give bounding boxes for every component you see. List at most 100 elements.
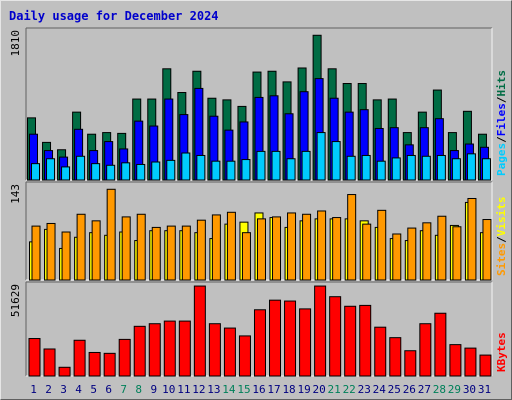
bar-sites-day-30	[467, 197, 477, 281]
bar-sites-day-9	[151, 226, 161, 281]
x-tick-day-17: 17	[267, 383, 280, 396]
chart-title: Daily usage for December 2024	[9, 9, 219, 23]
x-tick-day-9: 9	[150, 383, 157, 396]
bar-pages-day-8	[136, 163, 146, 181]
bar-kbytes-day-5	[88, 351, 101, 377]
bar-sites-day-14	[226, 211, 236, 281]
bar-kbytes-day-11	[178, 320, 191, 377]
bar-kbytes-day-20	[314, 285, 327, 377]
bar-sites-day-3	[61, 231, 71, 281]
bar-pages-day-17	[271, 150, 281, 181]
bar-pages-day-31	[481, 158, 491, 181]
panel-3-legend: KBytes	[495, 332, 508, 372]
bar-kbytes-day-8	[133, 325, 146, 377]
x-tick-day-8: 8	[135, 383, 142, 396]
bar-sites-day-1	[31, 225, 41, 281]
bar-sites-day-5	[91, 220, 101, 281]
bar-sites-day-25	[392, 233, 402, 281]
bar-pages-day-25	[391, 157, 401, 181]
bar-pages-day-3	[61, 166, 71, 181]
x-tick-day-28: 28	[433, 383, 446, 396]
panel-3-ymax-label: 51629	[9, 284, 22, 317]
legend-pages: Pages	[495, 143, 508, 176]
panel-1-legend: Pages/Files/Hits	[495, 70, 508, 176]
bar-sites-day-16	[256, 218, 266, 281]
x-tick-day-24: 24	[373, 383, 387, 396]
bar-pages-day-5	[91, 163, 101, 181]
bar-pages-day-10	[166, 159, 176, 181]
x-tick-day-4: 4	[75, 383, 82, 396]
bar-kbytes-day-27	[419, 323, 432, 377]
bar-kbytes-day-17	[269, 299, 282, 377]
bar-kbytes-day-16	[253, 309, 266, 377]
x-tick-day-10: 10	[162, 383, 175, 396]
bar-pages-day-7	[121, 162, 131, 181]
bar-kbytes-day-18	[284, 300, 297, 377]
x-tick-day-14: 14	[222, 383, 236, 396]
x-tick-day-6: 6	[105, 383, 112, 396]
panel-2-ymax-label: 143	[9, 184, 22, 204]
panel-2-legend: Sites/Visits	[495, 197, 508, 277]
bar-sites-day-4	[76, 213, 86, 281]
bar-pages-day-23	[361, 154, 371, 181]
bar-kbytes-day-30	[464, 347, 477, 377]
legend-kbytes: KBytes	[495, 332, 508, 372]
x-tick-day-25: 25	[388, 383, 401, 396]
x-tick-day-19: 19	[297, 383, 310, 396]
bar-sites-day-21	[332, 217, 342, 281]
bar-sites-day-28	[437, 215, 447, 281]
legend-sites: Sites	[495, 243, 508, 276]
bar-sites-day-26	[407, 227, 417, 281]
bar-sites-day-20	[317, 210, 327, 281]
bar-pages-day-18	[286, 158, 296, 181]
bar-pages-day-1	[31, 163, 40, 181]
bar-kbytes-day-19	[299, 308, 312, 377]
bar-kbytes-day-22	[344, 305, 357, 377]
x-tick-day-11: 11	[177, 383, 190, 396]
bar-kbytes-day-14	[223, 327, 236, 377]
bar-kbytes-day-13	[208, 323, 221, 377]
x-tick-day-27: 27	[418, 383, 431, 396]
bar-sites-day-24	[377, 209, 387, 281]
x-tick-day-1: 1	[30, 383, 37, 396]
x-tick-day-7: 7	[120, 383, 127, 396]
bar-kbytes-day-2	[43, 348, 56, 377]
bar-kbytes-day-31	[479, 354, 492, 377]
bar-sites-day-7	[121, 216, 131, 281]
bar-kbytes-day-7	[118, 338, 131, 377]
x-tick-day-30: 30	[463, 383, 476, 396]
x-tick-day-20: 20	[313, 383, 326, 396]
bar-kbytes-day-21	[329, 296, 342, 377]
x-tick-day-2: 2	[45, 383, 52, 396]
bar-sites-day-13	[211, 214, 221, 281]
bar-kbytes-day-25	[389, 337, 402, 377]
bar-pages-day-6	[106, 164, 116, 181]
bar-pages-day-30	[466, 153, 476, 181]
bar-pages-day-11	[181, 152, 191, 181]
bar-sites-day-2	[46, 222, 56, 281]
bar-pages-day-13	[211, 160, 221, 181]
bar-sites-day-29	[452, 226, 462, 281]
bar-sites-day-12	[196, 219, 206, 281]
x-tick-day-31: 31	[478, 383, 491, 396]
bar-kbytes-day-28	[434, 312, 447, 377]
legend-visits: Visits	[495, 197, 508, 237]
bar-kbytes-day-3	[58, 366, 71, 377]
x-tick-day-5: 5	[90, 383, 97, 396]
x-tick-day-23: 23	[358, 383, 371, 396]
bar-kbytes-day-24	[374, 326, 387, 377]
bar-kbytes-day-12	[193, 285, 206, 377]
bar-sites-day-19	[302, 213, 312, 281]
bar-kbytes-day-1	[28, 338, 41, 377]
bar-pages-day-15	[241, 159, 251, 181]
bar-sites-day-31	[482, 219, 492, 281]
bar-sites-day-8	[136, 213, 146, 281]
bar-pages-day-12	[196, 154, 206, 181]
bar-kbytes-day-6	[103, 352, 116, 377]
x-tick-day-21: 21	[328, 383, 341, 396]
bar-sites-day-17	[272, 216, 282, 281]
x-tick-day-15: 15	[237, 383, 250, 396]
bar-sites-day-10	[166, 225, 176, 281]
